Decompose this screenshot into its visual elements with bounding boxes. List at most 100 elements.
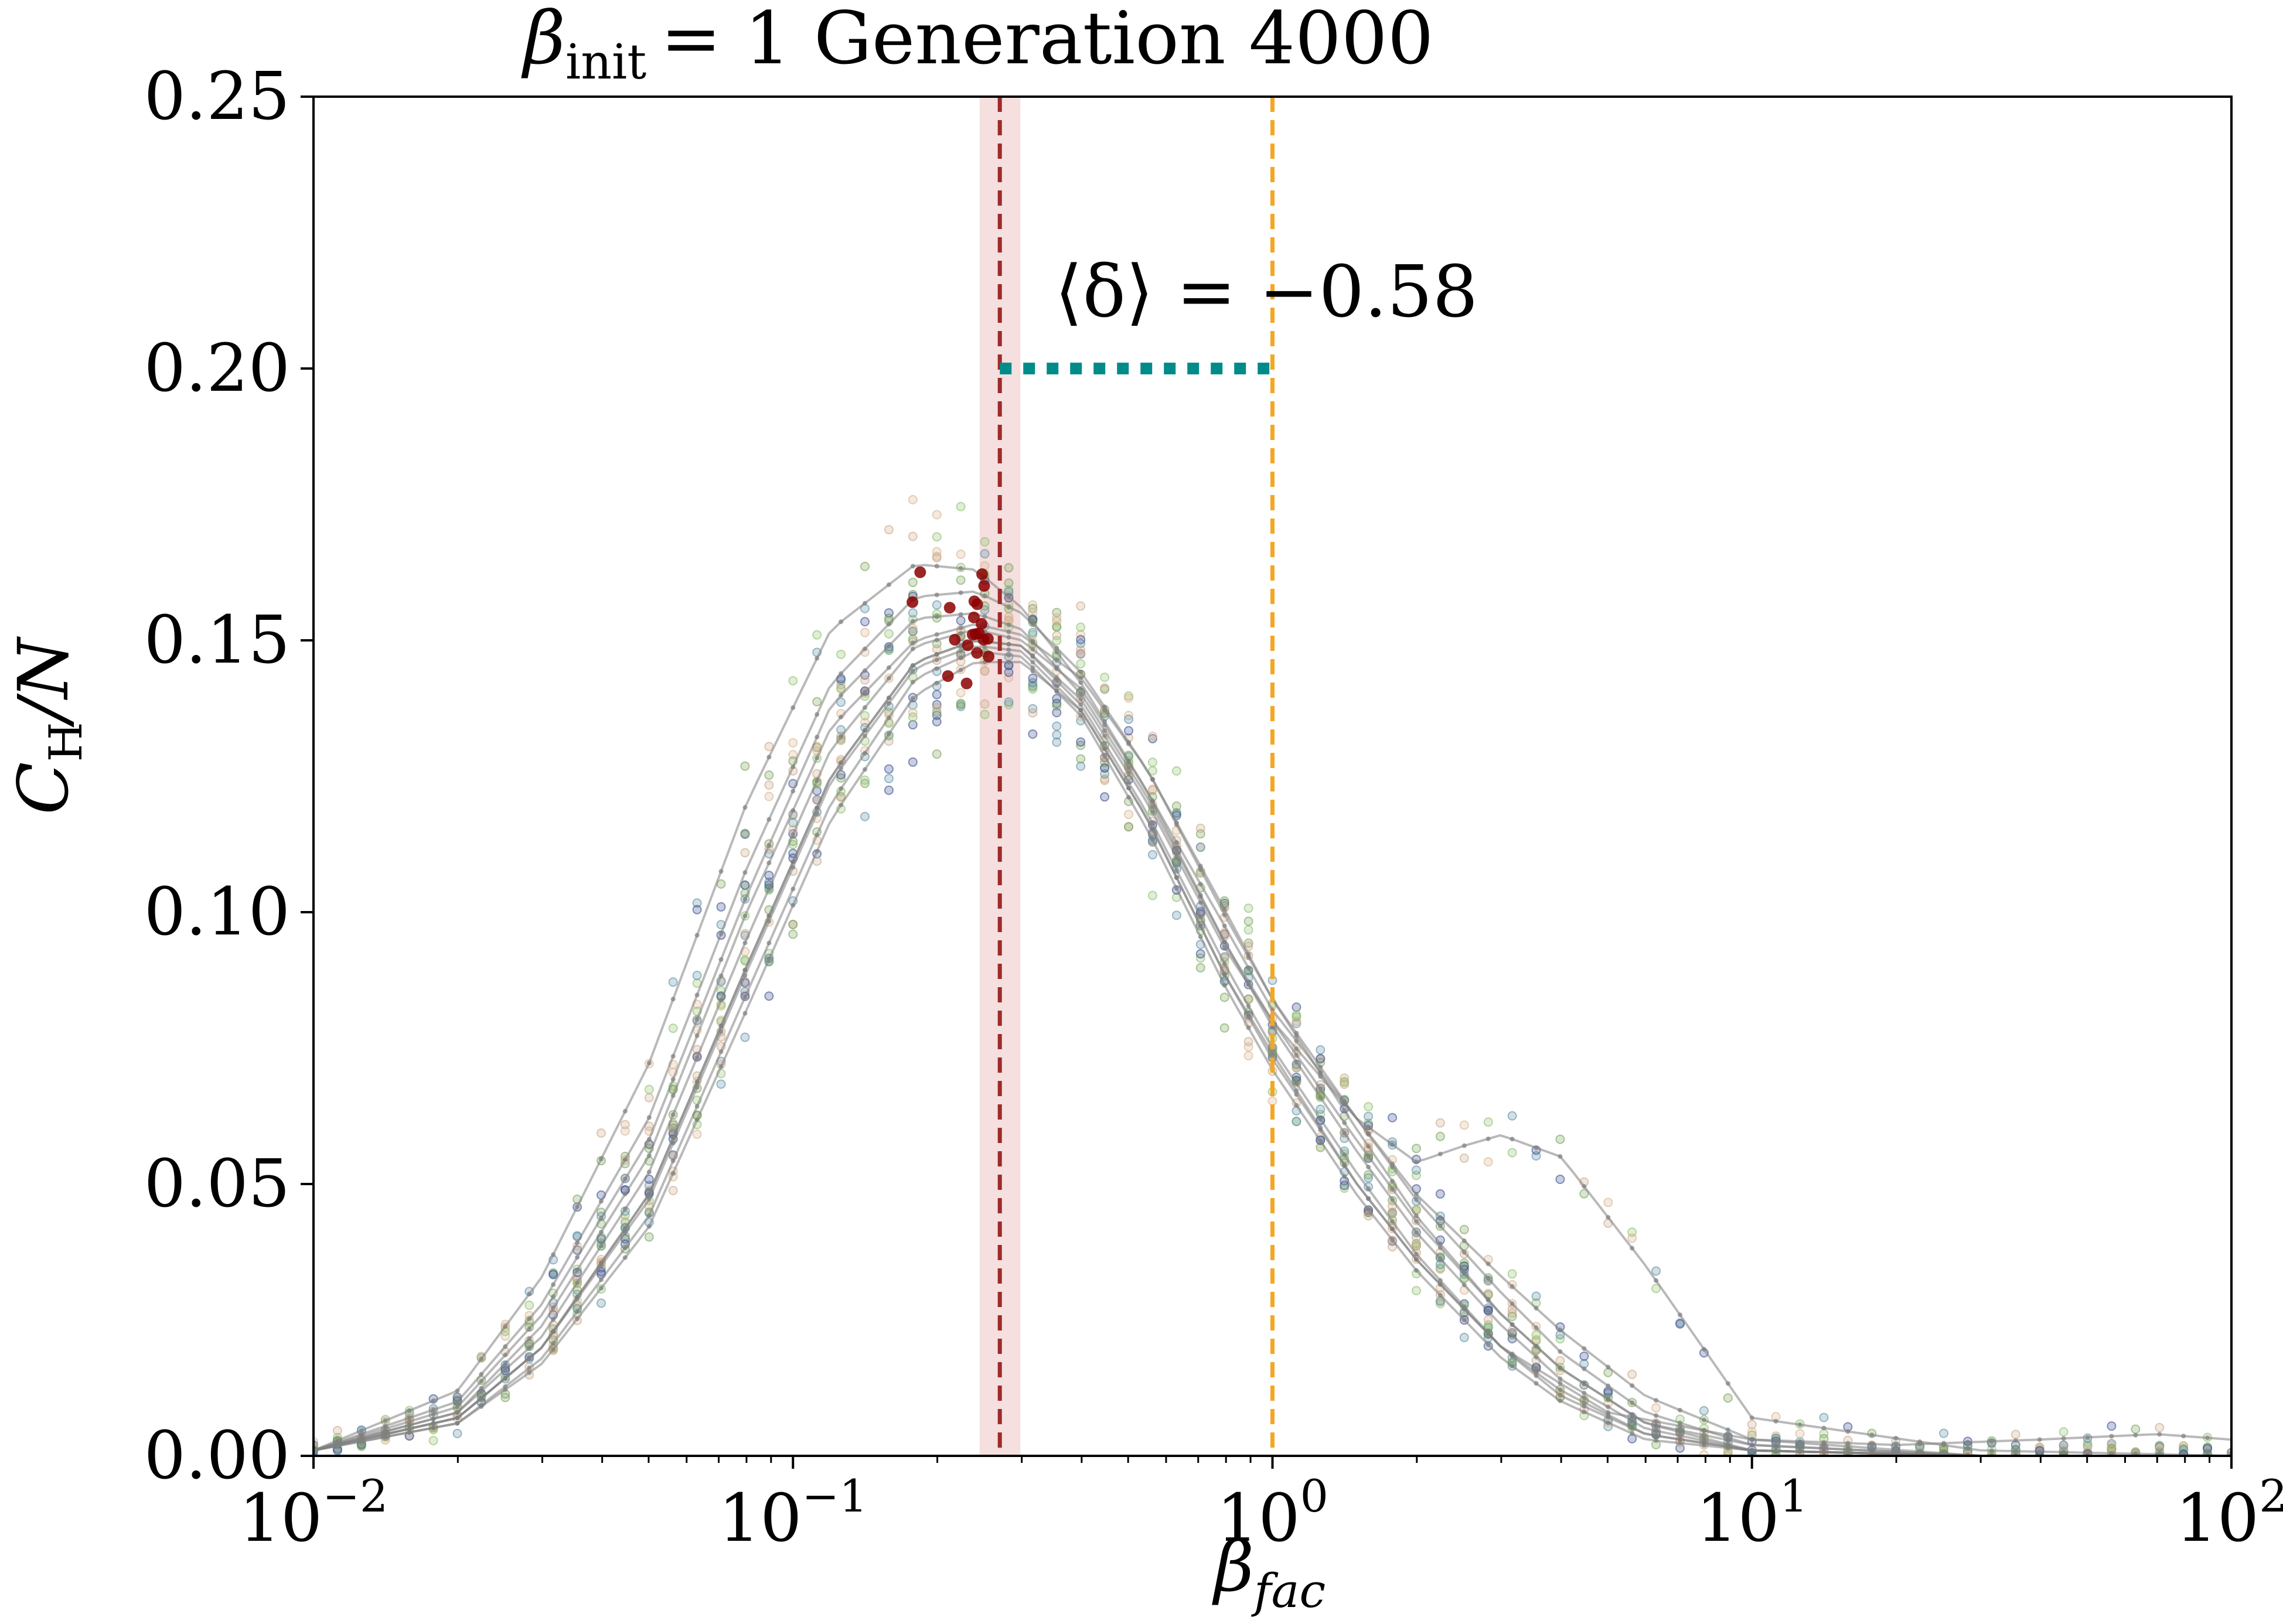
sample-point <box>1028 673 1038 683</box>
series-marker <box>815 778 820 783</box>
sample-point <box>1555 1174 1565 1184</box>
sample-point <box>1028 708 1038 718</box>
series-marker <box>407 1419 412 1424</box>
series-marker <box>431 1407 436 1413</box>
series-marker <box>1630 1400 1635 1405</box>
series-marker <box>622 1245 628 1250</box>
series-marker <box>1558 1376 1563 1381</box>
sample-point <box>908 494 918 504</box>
series-marker <box>1198 882 1203 887</box>
sample-point <box>1076 644 1086 654</box>
series-marker <box>551 1282 556 1287</box>
series-marker <box>1821 1439 1827 1445</box>
series-marker <box>1485 1298 1491 1303</box>
series-marker <box>934 614 939 619</box>
y-axis-label: CH/N <box>3 636 93 815</box>
sample-point <box>1124 726 1134 736</box>
sample-point <box>1243 1050 1253 1060</box>
series-marker <box>1294 1081 1299 1086</box>
sample-point <box>1004 697 1014 707</box>
series-marker <box>790 789 796 794</box>
series-marker <box>910 564 915 569</box>
series-marker <box>790 832 796 837</box>
series-marker <box>1078 675 1083 680</box>
sample-point <box>980 666 990 676</box>
sample-point <box>1195 842 1205 852</box>
series-marker <box>622 1176 628 1182</box>
sample-point <box>692 1130 702 1139</box>
sample-point <box>1004 667 1014 677</box>
series-marker <box>670 1093 676 1098</box>
series-marker <box>1246 1004 1251 1009</box>
series-marker <box>2157 1432 2162 1437</box>
series-marker <box>1606 1410 1611 1415</box>
series-marker <box>1630 1418 1635 1424</box>
series-marker <box>934 666 939 671</box>
series-marker <box>1558 1387 1563 1393</box>
series-marker <box>1461 1271 1467 1277</box>
series-marker <box>1222 912 1227 917</box>
sample-point <box>1052 730 1062 740</box>
series-marker <box>1390 1161 1395 1166</box>
series-marker <box>1413 1197 1419 1202</box>
series-marker <box>2181 1434 2186 1439</box>
series-marker <box>479 1379 484 1384</box>
series-marker <box>1390 1197 1395 1202</box>
sample-point <box>2155 1441 2165 1451</box>
series-marker <box>503 1352 508 1357</box>
series-marker <box>1461 1250 1467 1255</box>
sample-point <box>884 629 894 639</box>
series-marker <box>839 692 844 698</box>
series-marker <box>1054 658 1059 663</box>
x-tick-label: 10−2 <box>239 1470 389 1557</box>
series-marker <box>670 1053 676 1059</box>
series-marker <box>1366 1186 1371 1192</box>
series-marker <box>1102 719 1108 724</box>
series-marker <box>1006 647 1011 652</box>
series-marker <box>1174 822 1179 827</box>
series-marker <box>1030 660 1035 665</box>
series-marker <box>862 733 867 738</box>
sample-point <box>644 1084 654 1094</box>
series-marker <box>1725 1438 1730 1443</box>
series-marker <box>1294 1052 1299 1057</box>
series-marker <box>1222 972 1227 977</box>
sample-point <box>1147 891 1157 900</box>
sample-point <box>1052 721 1062 731</box>
series-marker <box>839 671 844 676</box>
series-marker <box>503 1344 508 1349</box>
peak-point <box>978 580 990 592</box>
sample-point <box>1004 700 1014 709</box>
sample-point <box>1459 1332 1469 1342</box>
sample-point <box>1076 601 1086 611</box>
series-marker <box>910 668 915 674</box>
series-marker <box>1678 1407 1683 1413</box>
series-marker <box>742 973 748 978</box>
sample-point <box>1292 1002 1301 1012</box>
series-marker <box>742 897 748 902</box>
sample-point <box>692 905 702 915</box>
y-tick-label: 0.15 <box>144 602 290 678</box>
series-marker <box>1485 1342 1491 1347</box>
series-marker <box>1437 1256 1443 1261</box>
sample-point <box>1340 1077 1350 1087</box>
series-marker <box>527 1355 532 1360</box>
series-marker <box>598 1263 604 1268</box>
series-marker <box>1126 786 1132 791</box>
sample-point <box>980 537 990 547</box>
sample-point <box>1052 737 1062 747</box>
series-marker <box>455 1388 460 1393</box>
series-marker <box>1845 1429 1851 1434</box>
series-marker <box>1054 684 1059 689</box>
series-marker <box>1558 1154 1563 1159</box>
plot-area <box>314 97 2231 1456</box>
series-marker <box>1821 1425 1827 1431</box>
sample-point <box>1195 823 1205 833</box>
series-marker <box>575 1255 580 1260</box>
series-marker <box>839 734 844 739</box>
series-marker <box>1102 708 1108 713</box>
series-marker <box>431 1425 436 1431</box>
series-marker <box>982 644 987 650</box>
series-marker <box>1509 1137 1515 1142</box>
series-marker <box>575 1240 580 1246</box>
